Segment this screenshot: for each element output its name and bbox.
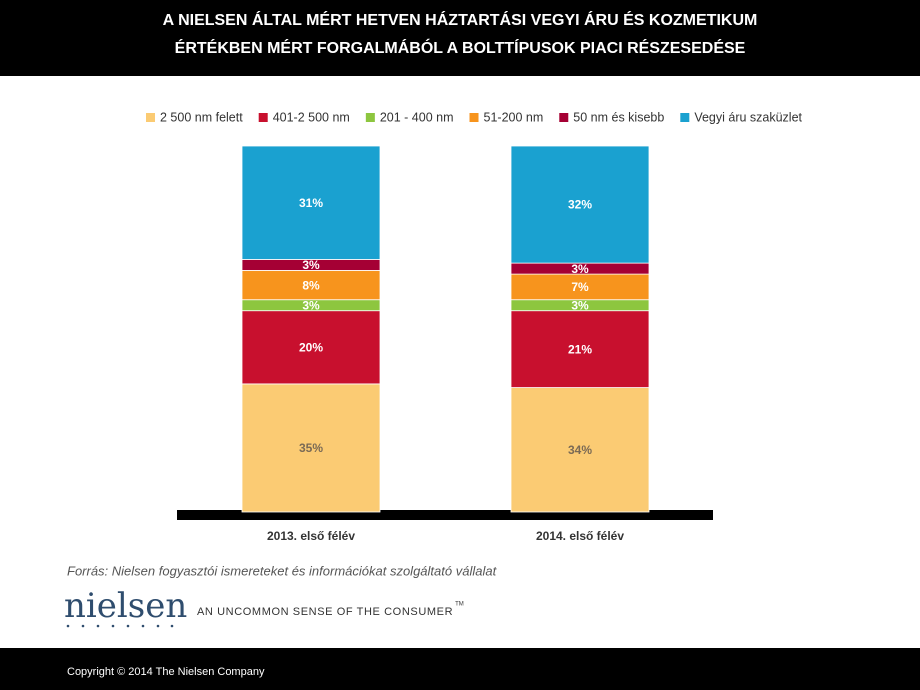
- data-label: 20%: [299, 340, 323, 354]
- source-note: Forrás: Nielsen fogyasztói ismereteket é…: [67, 563, 498, 578]
- data-label: 3%: [571, 298, 589, 312]
- chart-title: A NIELSEN ÁLTAL MÉRT HETVEN HÁZTARTÁSI V…: [163, 10, 758, 29]
- legend-swatch: [469, 113, 479, 122]
- trademark: TM: [455, 602, 464, 608]
- legend-label: 201 - 400 nm: [380, 110, 454, 124]
- data-label: 35%: [299, 441, 323, 455]
- data-label: 31%: [299, 196, 323, 210]
- logo: nielsen: [64, 586, 187, 626]
- data-label: 3%: [302, 298, 320, 312]
- copyright: Copyright © 2014 The Nielsen Company: [67, 666, 265, 678]
- legend-label: 50 nm és kisebb: [573, 110, 664, 124]
- tagline: AN UNCOMMON SENSE OF THE CONSUMER: [197, 606, 453, 618]
- data-label: 7%: [571, 280, 589, 294]
- legend-swatch: [559, 113, 569, 122]
- header-band: [0, 0, 920, 76]
- footer-band: [0, 648, 920, 690]
- legend-label: Vegyi áru szaküzlet: [694, 110, 802, 124]
- bar-segment: [241, 145, 381, 260]
- legend-swatch: [680, 113, 690, 122]
- bar-segment: [510, 310, 650, 388]
- data-label: 32%: [568, 198, 592, 212]
- x-tick-label: 2013. első félév: [267, 529, 355, 543]
- legend-swatch: [365, 113, 375, 122]
- data-label: 21%: [568, 342, 592, 356]
- legend-label: 51-200 nm: [484, 110, 544, 124]
- legend-swatch: [146, 113, 155, 122]
- data-label: 3%: [571, 262, 589, 276]
- data-label: 34%: [568, 443, 592, 457]
- bar-segment: [241, 310, 381, 385]
- legend-swatch: [258, 113, 268, 122]
- bar-segment: [241, 383, 381, 513]
- bar-segment: [510, 145, 650, 264]
- bar-segment: [241, 270, 381, 301]
- logo-dots: [66, 624, 174, 628]
- chart-title: ÉRTÉKBEN MÉRT FORGALMÁBÓL A BOLTTÍPUSOK …: [175, 38, 746, 57]
- bar-segment: [510, 387, 650, 513]
- legend-label: 2 500 nm felett: [160, 110, 243, 124]
- data-label: 8%: [302, 278, 320, 292]
- data-label: 3%: [302, 258, 320, 272]
- x-tick-label: 2014. első félév: [536, 529, 624, 543]
- legend-label: 401-2 500 nm: [273, 110, 350, 124]
- baseline: [177, 510, 713, 520]
